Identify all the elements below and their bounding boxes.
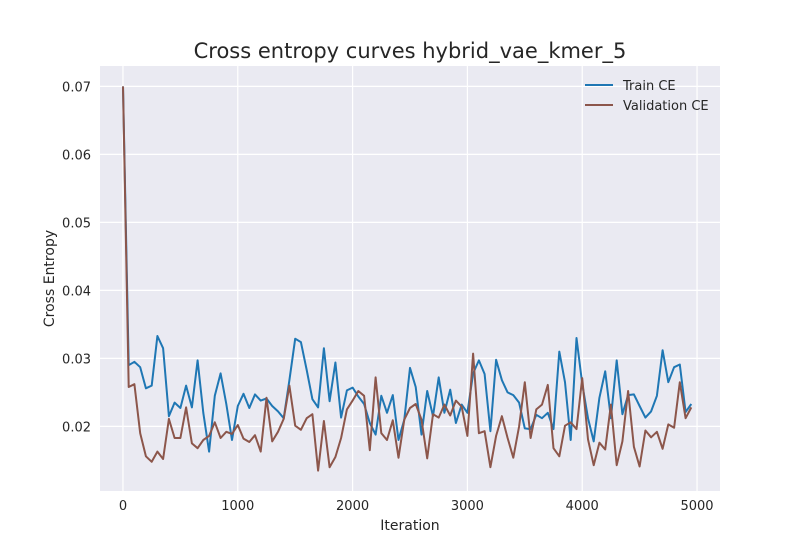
- x-tick-labels: 0 1000 2000 3000 4000 5000: [119, 499, 714, 514]
- x-tick-label: 4000: [566, 499, 599, 514]
- y-tick-label: 0.03: [62, 352, 91, 367]
- legend-label: Train CE: [622, 79, 676, 94]
- y-tick-label: 0.06: [62, 148, 91, 163]
- y-tick-labels: 0.02 0.03 0.04 0.05 0.06 0.07: [62, 80, 91, 435]
- gridlines: [100, 66, 720, 491]
- x-tick-label: 2000: [336, 499, 369, 514]
- legend-label: Validation CE: [623, 99, 709, 114]
- series-line-validation-ce: [122, 86, 693, 472]
- x-tick-label: 0: [119, 499, 127, 514]
- series-line-train-ce: [122, 86, 693, 453]
- y-tick-label: 0.05: [62, 216, 91, 231]
- y-tick-label: 0.07: [62, 80, 91, 95]
- x-tick-label: 1000: [221, 499, 254, 514]
- x-tick-label: 3000: [451, 499, 484, 514]
- x-axis-label: Iteration: [380, 518, 439, 534]
- chart-title: Cross entropy curves hybrid_vae_kmer_5: [194, 39, 627, 64]
- plot-area: [100, 66, 720, 491]
- series-layer: [122, 86, 693, 472]
- legend: Train CE Validation CE: [585, 79, 709, 114]
- y-axis-label: Cross Entropy: [42, 230, 58, 327]
- y-tick-label: 0.04: [62, 284, 91, 299]
- x-tick-label: 5000: [680, 499, 713, 514]
- y-tick-label: 0.02: [62, 420, 91, 435]
